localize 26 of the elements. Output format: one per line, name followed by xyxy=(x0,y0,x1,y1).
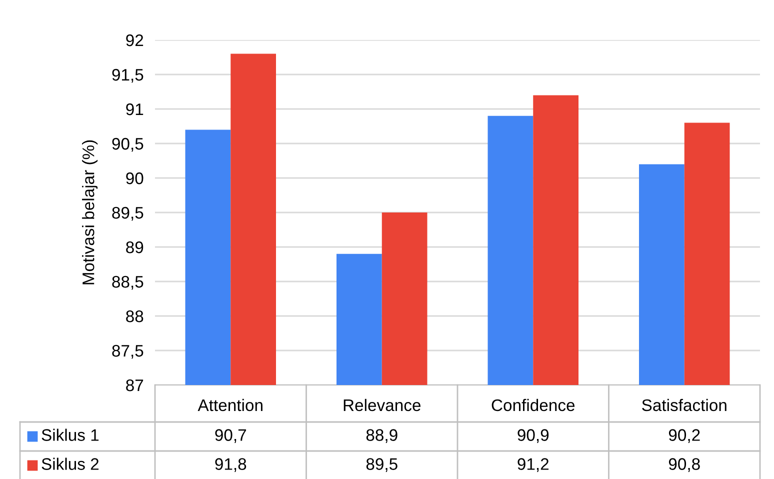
y-tick-label: 87 xyxy=(126,379,144,392)
data-label: 91,8 xyxy=(215,458,246,472)
x-tick-label: Confidence xyxy=(492,398,575,412)
data-label: 90,9 xyxy=(518,429,549,443)
x-tick-label: Satisfaction xyxy=(642,398,726,412)
y-tick-label: 91,5 xyxy=(112,68,144,83)
y-tick-label: 89,5 xyxy=(112,206,144,221)
y-tick-label: 87,5 xyxy=(112,344,144,359)
y-tick-label: 88,5 xyxy=(112,276,144,290)
y-tick-label: 90 xyxy=(126,172,144,184)
data-label: 90,8 xyxy=(668,458,700,472)
data-label: 88,9 xyxy=(366,429,398,443)
y-tick-label: 91 xyxy=(126,103,144,116)
legend-label: Siklus 2 xyxy=(42,458,99,470)
y-tick-label: 92 xyxy=(126,34,144,46)
y-tick-label: 89 xyxy=(126,241,144,254)
x-tick-label: Attention xyxy=(198,398,262,412)
data-label: 91,2 xyxy=(518,458,549,472)
data-label: 89,5 xyxy=(366,458,398,472)
y-tick-label: 88 xyxy=(126,310,144,322)
y-axis-title: Motivasi belajar (%) xyxy=(82,140,98,284)
legend-label: Siklus 1 xyxy=(42,428,99,441)
data-label: 90,7 xyxy=(215,429,246,443)
data-label: 90,2 xyxy=(668,429,700,443)
y-tick-label: 90,5 xyxy=(112,138,144,152)
x-tick-label: Relevance xyxy=(344,398,421,412)
